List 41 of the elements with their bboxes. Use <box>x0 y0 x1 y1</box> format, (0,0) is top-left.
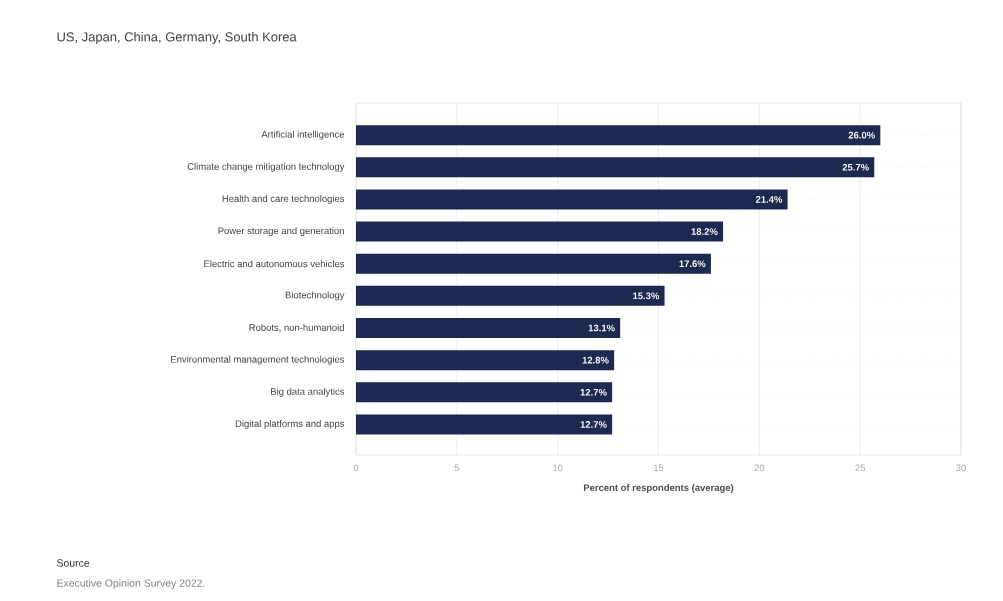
x-tick-label: 0 <box>353 464 359 472</box>
data-label: 25.7% <box>842 163 869 171</box>
y-tick-label: Robots, non-humanoid <box>249 323 344 333</box>
x-tick-label: 20 <box>754 464 765 472</box>
data-label: 18.2% <box>691 228 718 235</box>
text: Source <box>57 559 90 567</box>
data-label: 12.7% <box>580 421 607 428</box>
y-tick-label: Environmental management technologies <box>171 355 345 365</box>
bar <box>356 318 621 339</box>
y-tick-label: Big data analytics <box>271 387 345 397</box>
y-tick-label: Climate change mitigation technology <box>187 162 345 172</box>
bar <box>356 285 665 306</box>
bar <box>356 157 875 178</box>
bar <box>356 189 788 210</box>
bar <box>356 414 613 435</box>
text: US, Japan, China, Germany, South Korea <box>57 31 297 45</box>
y-tick-label: Artificial intelligence <box>261 130 345 140</box>
bar <box>356 382 613 403</box>
x-tick-label: 25 <box>855 464 866 472</box>
data-label: 21.4% <box>755 196 783 203</box>
y-tick-label: Electric and autonomous vehicles <box>204 260 345 268</box>
y-tick-label: Power storage and generation <box>218 227 344 236</box>
y-tick-label: Health and care technologies <box>222 195 345 204</box>
x-axis-title: Percent of respondents (average) <box>583 484 734 493</box>
x-tick-label: 30 <box>956 464 966 472</box>
text: Executive Opinion Survey 2022. <box>57 579 205 589</box>
bar <box>356 221 724 242</box>
data-label: 13.1% <box>588 324 615 332</box>
data-label: 26.0% <box>848 131 875 139</box>
data-label: 12.7% <box>580 388 607 396</box>
x-tick-label: 5 <box>454 464 460 472</box>
bar <box>356 253 711 274</box>
bar <box>356 125 881 146</box>
data-label: 15.3% <box>633 292 660 300</box>
x-tick-label: 15 <box>653 464 664 472</box>
y-tick-label: Biotechnology <box>285 291 345 301</box>
data-label: 12.8% <box>582 356 609 364</box>
data-label: 17.6% <box>679 260 706 268</box>
bar <box>356 350 615 371</box>
x-tick-label: 10 <box>553 464 563 472</box>
y-tick-label: Digital platforms and apps <box>235 420 345 429</box>
